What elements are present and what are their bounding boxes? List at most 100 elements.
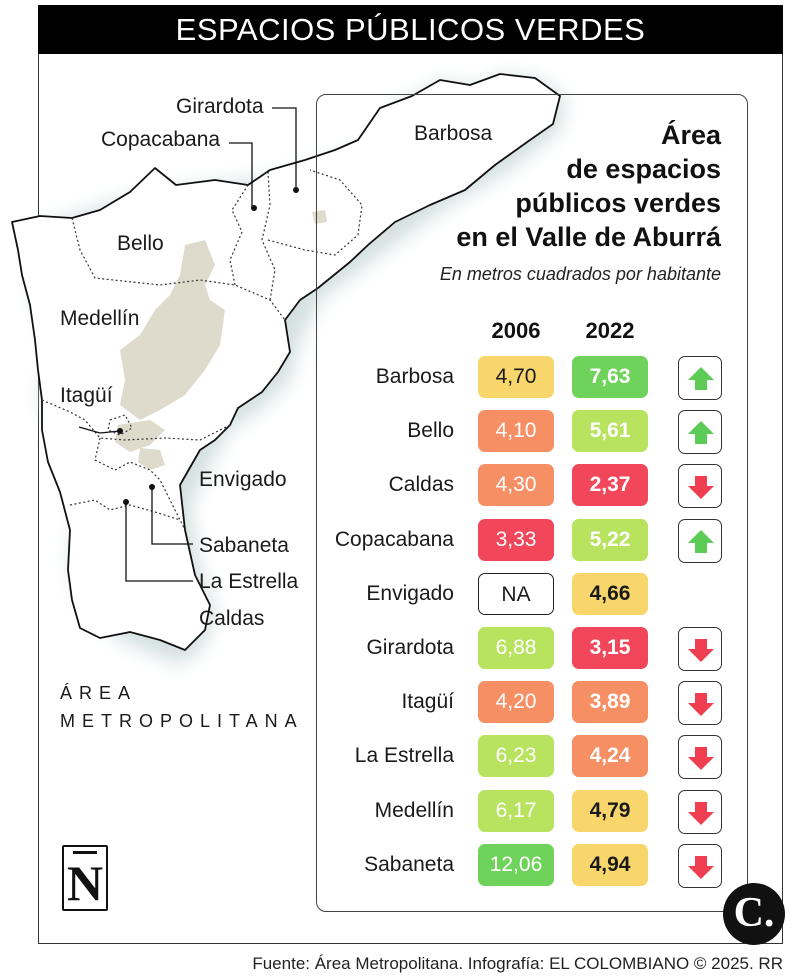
value-2006-cell: NA (478, 573, 554, 615)
value-2006-cell: 4,10 (478, 410, 554, 452)
value-2022-cell: 4,79 (572, 790, 648, 832)
value-2006-cell: 6,17 (478, 790, 554, 832)
urban-areas (115, 210, 327, 470)
arrow-down-icon (688, 856, 714, 879)
value-2006-cell: 4,20 (478, 681, 554, 723)
column-header-2022: 2022 (585, 318, 635, 343)
trend-up-icon (678, 519, 722, 563)
municipal-borders (41, 169, 363, 531)
arrow-shape (688, 476, 714, 499)
map-label-copacabana: Copacabana (101, 128, 221, 151)
row-municipality-name: Barbosa (375, 365, 454, 388)
title-line-1: Área (660, 120, 721, 150)
n-logo: N (62, 845, 108, 911)
row-municipality-name: Girardota (366, 636, 454, 659)
table-row: Caldas 4,30 2,37 (316, 464, 748, 510)
town-dots (117, 187, 299, 505)
arrow-shape (688, 421, 714, 444)
value-2006-cell: 12,06 (478, 844, 554, 886)
data-panel (316, 94, 748, 912)
trend-up-icon (678, 410, 722, 454)
table-row: Bello 4,10 5,61 (316, 410, 748, 456)
value-2022-cell: 4,66 (572, 573, 648, 615)
arrow-shape (688, 530, 714, 553)
column-header-2006: 2006 (491, 318, 541, 343)
arrow-shape (688, 639, 714, 662)
region-label-area: ÁREA (60, 683, 138, 703)
map-label-bello: Bello (117, 232, 164, 255)
value-2006-cell: 4,30 (478, 464, 554, 506)
trend-down-icon (678, 844, 722, 888)
trend-down-icon (678, 735, 722, 779)
trend-down-icon (678, 464, 722, 508)
value-2006-cell: 4,70 (478, 356, 554, 398)
row-municipality-name: La Estrella (354, 744, 454, 767)
arrow-down-icon (688, 476, 714, 499)
row-municipality-name: Bello (407, 419, 454, 442)
arrow-down-icon (688, 693, 714, 716)
map-label-barbosa: Barbosa (414, 122, 493, 145)
outer-frame (38, 54, 783, 944)
trend-down-icon (678, 790, 722, 834)
map-label-caldas: Caldas (199, 607, 265, 630)
map-label-medellin: Medellín (60, 307, 140, 330)
region-label-metropolitana: METROPOLITANA (60, 711, 304, 731)
table-row: Itagüí 4,20 3,89 (316, 681, 748, 727)
title-line-2: de espacios (566, 154, 721, 184)
tilde-mark (73, 851, 97, 857)
value-2022-cell: 5,61 (572, 410, 648, 452)
value-2022-cell: 4,24 (572, 735, 648, 777)
table-row: Sabaneta 12,06 4,94 (316, 844, 748, 890)
table-row: Copacabana 3,33 5,22 (316, 519, 748, 565)
source-credit: Fuente: Área Metropolitana. Infografía: … (252, 954, 783, 973)
map-label-girardota: Girardota (176, 95, 264, 118)
table-row: Barbosa 4,70 7,63 (316, 356, 748, 402)
arrow-up-icon (688, 421, 714, 444)
trend-up-icon (678, 356, 722, 400)
map-label-envigado: Envigado (199, 468, 287, 491)
chart-subtitle: En metros cuadrados por habitante (439, 264, 721, 284)
row-municipality-name: Itagüí (401, 690, 454, 713)
value-2006-cell: 3,33 (478, 519, 554, 561)
leader-lines (78, 107, 297, 582)
table-row: Envigado NA 4,66 (316, 573, 748, 619)
value-2006-cell: 6,23 (478, 735, 554, 777)
n-logo-letter: N (66, 855, 104, 911)
trend-down-icon (678, 627, 722, 671)
trend-down-icon (678, 681, 722, 725)
value-2006-cell: 6,88 (478, 627, 554, 669)
map-label-sabaneta: Sabaneta (199, 534, 289, 557)
arrow-shape (688, 856, 714, 879)
row-municipality-name: Medellín (374, 799, 454, 822)
value-2022-cell: 7,63 (572, 356, 648, 398)
value-2022-cell: 5,22 (572, 519, 648, 561)
arrow-down-icon (688, 802, 714, 825)
table-row: Girardota 6,88 3,15 (316, 627, 748, 673)
value-2022-cell: 3,15 (572, 627, 648, 669)
arrow-shape (688, 693, 714, 716)
metro-area-outline (11, 73, 561, 651)
value-2022-cell: 3,89 (572, 681, 648, 723)
row-municipality-name: Envigado (366, 582, 454, 605)
table-row: La Estrella 6,23 4,24 (316, 735, 748, 781)
value-2022-cell: 2,37 (572, 464, 648, 506)
row-municipality-name: Copacabana (334, 528, 454, 551)
arrow-shape (688, 802, 714, 825)
arrow-up-icon (688, 530, 714, 553)
title-line-4: en el Valle de Aburrá (456, 222, 721, 252)
arrow-shape (688, 367, 714, 390)
map-label-la-estrella: La Estrella (199, 570, 299, 593)
table-row: Medellín 6,17 4,79 (316, 790, 748, 836)
row-municipality-name: Sabaneta (364, 853, 454, 876)
arrow-down-icon (688, 747, 714, 770)
title-line-3: públicos verdes (515, 188, 721, 218)
banner-title: ESPACIOS PÚBLICOS VERDES (38, 5, 783, 54)
value-2022-cell: 4,94 (572, 844, 648, 886)
arrow-up-icon (688, 367, 714, 390)
row-municipality-name: Caldas (388, 473, 454, 496)
map-label-itagui: Itagüí (60, 384, 113, 407)
arrow-down-icon (688, 639, 714, 662)
chart-title: Área de espacios públicos verdes en el V… (456, 118, 721, 254)
arrow-shape (688, 747, 714, 770)
